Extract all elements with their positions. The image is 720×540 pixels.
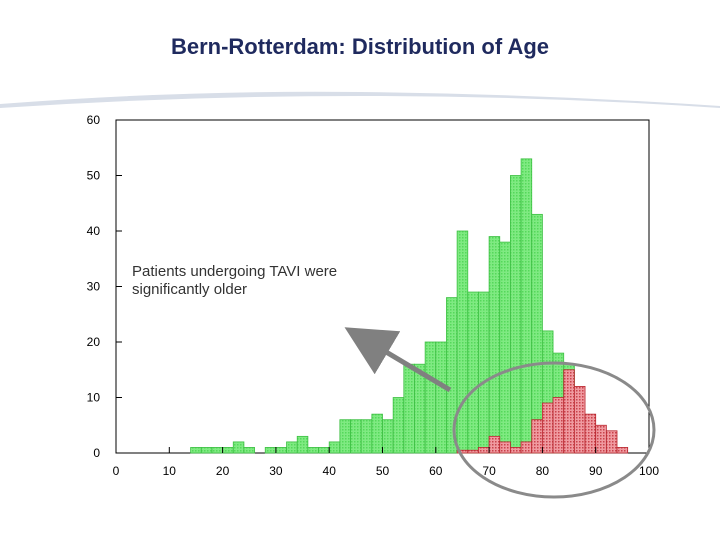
x-tick-label: 0 bbox=[113, 464, 120, 478]
annotation-text: Patients undergoing TAVI were significan… bbox=[132, 263, 402, 299]
title-underline-swoosh bbox=[0, 91, 720, 108]
red-bar-76 bbox=[520, 441, 533, 454]
green-bar-46 bbox=[360, 419, 373, 454]
green-bar-76 bbox=[520, 158, 533, 454]
red-bar-82 bbox=[552, 397, 565, 454]
red-bar-78 bbox=[531, 419, 543, 454]
red-bar-68 bbox=[478, 447, 490, 454]
y-tick-label: 10 bbox=[87, 391, 101, 405]
slide-title: Bern-Rotterdam: Distribution of Age bbox=[170, 34, 550, 59]
red-bar-80 bbox=[542, 402, 554, 454]
x-tick-label: 10 bbox=[163, 464, 177, 478]
red-bar-86 bbox=[573, 385, 586, 454]
green-bar-66 bbox=[467, 291, 479, 454]
x-tick-label: 50 bbox=[376, 464, 390, 478]
x-tick-label: 30 bbox=[269, 464, 283, 478]
green-bar-72 bbox=[499, 241, 511, 454]
red-bar-66 bbox=[467, 449, 479, 454]
red-bar-92 bbox=[605, 430, 618, 454]
y-tick-label: 60 bbox=[87, 113, 101, 127]
green-bar-68 bbox=[478, 291, 490, 454]
green-bar-30 bbox=[275, 447, 287, 454]
green-bar-74 bbox=[510, 175, 522, 454]
red-bars-series bbox=[456, 369, 629, 454]
red-bar-72 bbox=[499, 441, 511, 454]
green-bar-20 bbox=[222, 447, 234, 454]
y-tick-label: 30 bbox=[87, 280, 101, 294]
green-bar-16 bbox=[200, 447, 213, 454]
red-bar-88 bbox=[584, 413, 597, 454]
green-bar-52 bbox=[392, 397, 405, 454]
green-bar-48 bbox=[371, 413, 383, 454]
green-bar-62 bbox=[446, 297, 458, 454]
green-bar-70 bbox=[488, 236, 501, 454]
green-bar-78 bbox=[531, 213, 543, 454]
green-bar-18 bbox=[211, 447, 224, 454]
x-tick-label: 70 bbox=[482, 464, 496, 478]
y-tick-label: 0 bbox=[93, 446, 100, 460]
red-bar-84 bbox=[563, 369, 575, 454]
green-bar-28 bbox=[264, 447, 277, 454]
x-tick-label: 20 bbox=[216, 464, 230, 478]
x-tick-label: 40 bbox=[323, 464, 337, 478]
red-bar-94 bbox=[616, 447, 629, 454]
x-tick-label: 60 bbox=[429, 464, 443, 478]
green-bar-64 bbox=[456, 230, 469, 454]
green-bar-34 bbox=[296, 435, 309, 454]
x-tick-label: 80 bbox=[536, 464, 550, 478]
green-bar-58 bbox=[424, 341, 437, 454]
red-bar-90 bbox=[595, 424, 607, 454]
green-bar-22 bbox=[232, 441, 245, 454]
green-bar-38 bbox=[318, 447, 330, 454]
red-bar-74 bbox=[510, 447, 522, 454]
highlight-circle bbox=[452, 361, 656, 499]
x-axis-ticks: 0 10 20 30 40 50 60 70 80 90 100 bbox=[113, 447, 659, 478]
green-bar-42 bbox=[339, 419, 351, 454]
green-bar-32 bbox=[286, 441, 298, 454]
red-bar-70 bbox=[488, 435, 501, 454]
green-bar-44 bbox=[350, 419, 362, 454]
green-bar-54 bbox=[403, 363, 415, 454]
green-bar-56 bbox=[414, 363, 426, 454]
green-bar-24 bbox=[243, 447, 255, 454]
green-bars-series bbox=[190, 158, 575, 454]
annotation-arrow bbox=[344, 327, 452, 393]
green-bar-50 bbox=[382, 419, 394, 454]
y-tick-label: 40 bbox=[87, 224, 101, 238]
x-tick-label: 90 bbox=[589, 464, 603, 478]
green-bar-60 bbox=[435, 341, 447, 454]
y-axis-ticks: 0 10 20 30 40 50 60 bbox=[87, 113, 122, 460]
green-bar-14 bbox=[190, 447, 202, 454]
x-tick-label: 100 bbox=[639, 464, 659, 478]
y-tick-label: 50 bbox=[87, 169, 101, 183]
y-tick-label: 20 bbox=[87, 335, 101, 349]
green-bar-36 bbox=[307, 447, 319, 454]
green-bar-40 bbox=[328, 441, 341, 454]
